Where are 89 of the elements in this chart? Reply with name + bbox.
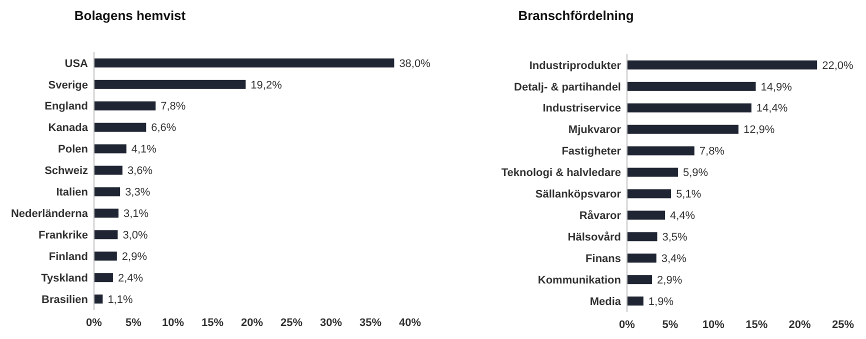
y-tick-label: Tyskland [41, 272, 88, 284]
bar [627, 124, 738, 134]
data-label: 3,1% [123, 208, 149, 220]
x-tick-label: 5% [126, 317, 142, 329]
data-label: 6,6% [151, 122, 176, 134]
bar [94, 122, 146, 132]
data-label: 7,8% [160, 100, 186, 113]
bar [94, 80, 246, 89]
y-tick-label: Sverige [48, 79, 88, 92]
bar [627, 168, 678, 177]
chart-title: Bolagens hemvist [74, 8, 186, 23]
x-tick-label: 35% [359, 317, 382, 329]
data-label: 3,4% [661, 252, 687, 265]
bar [627, 146, 694, 156]
data-label: 12,9% [743, 124, 775, 136]
y-tick-label: Industriprodukter [529, 60, 622, 72]
bar [94, 187, 120, 196]
x-tick-label: 40% [398, 317, 422, 329]
bar [627, 254, 656, 263]
data-label: 2,4% [118, 272, 144, 284]
data-label: 4,1% [131, 144, 157, 156]
data-label: 3,5% [662, 232, 688, 244]
y-tick-label: Råvaror [579, 209, 622, 222]
data-label: 3,6% [127, 165, 153, 178]
data-label: 5,9% [682, 167, 708, 180]
bar [627, 103, 752, 112]
y-tick-label: Mjukvaror [568, 124, 622, 136]
x-tick-label: 20% [240, 317, 264, 329]
y-tick-label: Italien [56, 186, 88, 199]
bar [627, 210, 666, 220]
y-tick-label: Schweiz [44, 165, 88, 178]
bar [627, 60, 818, 70]
y-tick-label: Frankrike [38, 230, 88, 242]
bar [627, 189, 672, 198]
y-tick-label: Industriservice [542, 102, 621, 115]
x-tick-label: 15% [201, 317, 224, 329]
data-label: 3,3% [125, 186, 150, 199]
data-label: 22,0% [822, 60, 854, 72]
y-tick-label: Fastigheter [562, 146, 622, 158]
y-tick-label: Finans [586, 252, 621, 265]
y-tick-label: Media [590, 296, 622, 308]
y-tick-label: Brasilien [42, 294, 88, 306]
data-label: 3,0% [122, 230, 148, 242]
y-tick-label: Nederländerna [10, 208, 89, 220]
data-label: 14,9% [760, 81, 792, 94]
bar [627, 275, 652, 284]
x-tick-label: 0% [619, 319, 636, 331]
y-tick-label: Teknologi & halvledare [501, 167, 621, 180]
x-tick-label: 5% [662, 319, 678, 331]
bar [627, 82, 756, 91]
x-tick-label: 25% [832, 319, 854, 331]
bar [94, 208, 118, 218]
data-label: 14,4% [756, 102, 788, 115]
bar [627, 232, 658, 242]
data-label: 19,2% [250, 79, 282, 92]
bar [94, 294, 103, 304]
bar [94, 101, 156, 110]
data-label: 5,1% [676, 188, 702, 201]
y-tick-label: Sällanköpsvaror [535, 188, 622, 201]
chart-title: Branschfördelning [518, 8, 634, 23]
bar [94, 58, 394, 68]
y-tick-label: Kanada [48, 122, 89, 134]
x-tick-label: 0% [86, 317, 102, 329]
x-tick-label: 20% [788, 319, 812, 331]
bar [627, 296, 644, 306]
data-label: 4,4% [670, 210, 696, 222]
x-tick-label: 10% [702, 319, 725, 331]
y-tick-label: Polen [58, 144, 88, 156]
bar [94, 252, 117, 261]
bar [94, 144, 126, 154]
data-label: 38,0% [399, 58, 431, 70]
data-label: 7,8% [699, 146, 725, 158]
data-label: 1,1% [108, 294, 133, 306]
y-tick-label: Kommunikation [538, 274, 622, 286]
x-tick-label: 30% [320, 317, 342, 329]
y-tick-label: USA [64, 58, 88, 70]
bar [94, 166, 122, 175]
data-label: 1,9% [648, 296, 674, 308]
y-tick-label: England [44, 100, 88, 113]
bar [94, 273, 113, 282]
y-tick-label: Finland [48, 250, 88, 263]
y-tick-label: Hälsovård [568, 230, 621, 244]
x-tick-label: 25% [280, 317, 303, 329]
bar [94, 230, 118, 240]
x-tick-label: 15% [746, 319, 768, 331]
x-tick-label: 10% [162, 317, 184, 329]
data-label: 2,9% [122, 250, 148, 263]
y-tick-label: Detalj- & partihandel [514, 81, 621, 94]
data-label: 2,9% [657, 274, 682, 286]
